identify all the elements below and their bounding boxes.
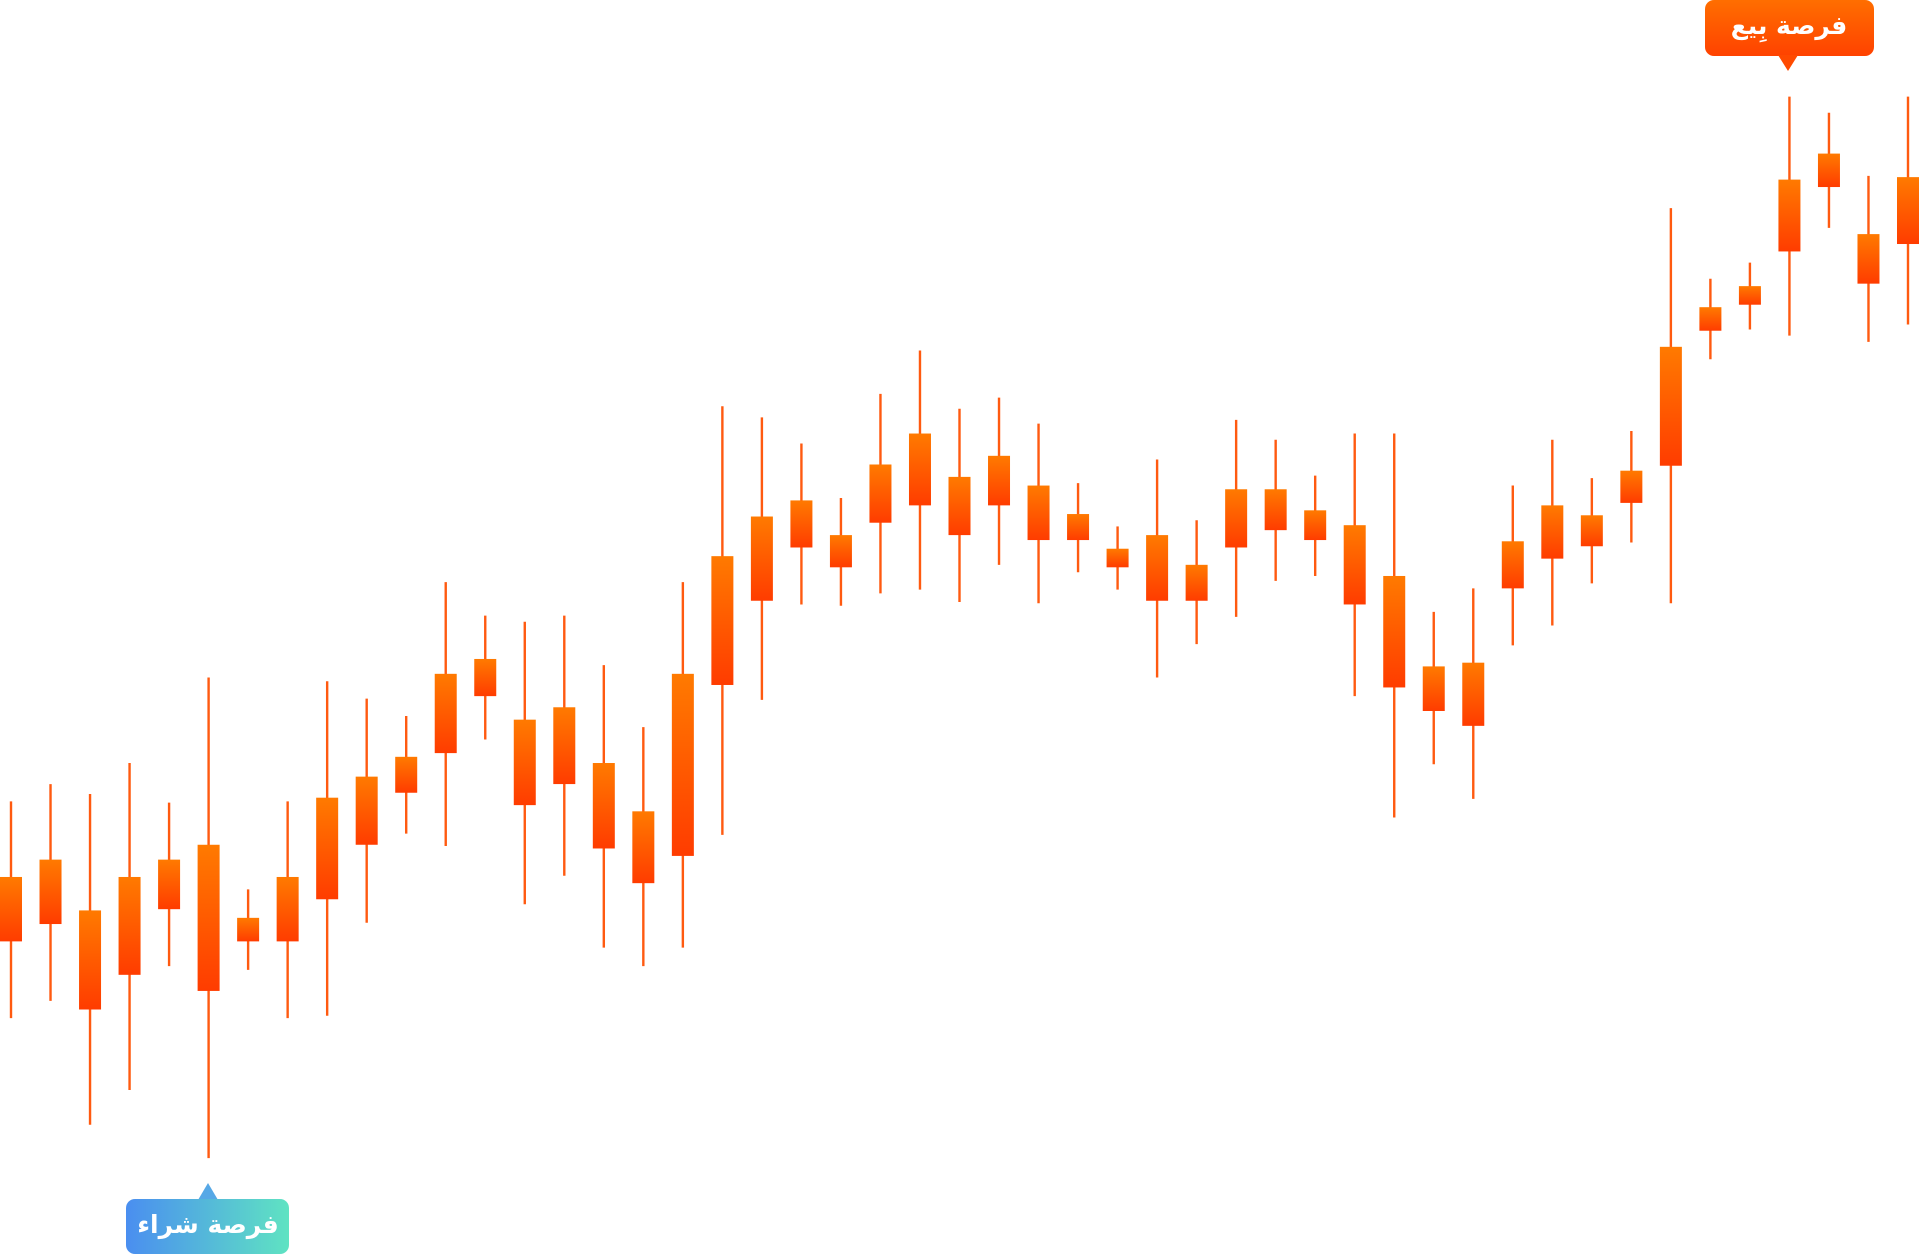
candle-body xyxy=(592,763,615,849)
candle-body xyxy=(1778,179,1801,252)
candle-body xyxy=(1738,286,1761,305)
candle-body xyxy=(513,719,536,806)
candle-body xyxy=(948,476,971,536)
candle-body xyxy=(750,516,773,601)
buy-box xyxy=(126,1199,289,1254)
candle-body xyxy=(1501,541,1524,589)
candle-body xyxy=(237,917,260,942)
candle-body xyxy=(1225,489,1248,548)
candle-body xyxy=(79,910,102,1010)
sell-box xyxy=(1705,0,1874,56)
candle-body xyxy=(988,455,1011,506)
candle-body xyxy=(711,556,734,685)
candle-body xyxy=(434,673,457,754)
candle-body xyxy=(1580,515,1603,547)
candle-body xyxy=(1304,510,1327,541)
candle-body xyxy=(1027,485,1050,541)
candle-body xyxy=(1817,153,1840,188)
candle-body xyxy=(1264,489,1287,531)
candle-body xyxy=(1146,535,1169,601)
candle-body xyxy=(197,844,220,991)
candle-body xyxy=(829,535,852,568)
sell-pointer xyxy=(1778,55,1798,71)
candle-body xyxy=(790,500,813,548)
candle-body xyxy=(1067,514,1090,541)
candle-body xyxy=(474,658,497,697)
candle-body xyxy=(869,464,892,523)
candle-body xyxy=(395,756,418,793)
sell-label: فرصة بِيع xyxy=(1731,11,1848,43)
candle-body xyxy=(1659,346,1682,466)
candle-body xyxy=(671,673,694,856)
candles xyxy=(0,96,1919,1159)
candle-body xyxy=(316,797,339,900)
buy-pointer xyxy=(198,1183,218,1200)
candle-body xyxy=(1620,470,1643,503)
candle-body xyxy=(1383,575,1406,688)
candle-body xyxy=(1897,177,1919,245)
candle-body xyxy=(1699,307,1722,331)
candle-body xyxy=(1343,525,1366,605)
candle-body xyxy=(1185,564,1208,601)
candle-body xyxy=(1857,234,1880,284)
candle-body xyxy=(1541,505,1564,559)
candle-body xyxy=(0,876,22,942)
candle-body xyxy=(158,859,181,910)
candle-body xyxy=(553,707,576,785)
candle-body xyxy=(118,876,141,975)
buy-label: فرصة شراء xyxy=(137,1210,278,1240)
candle-body xyxy=(1422,666,1445,711)
candle-body xyxy=(908,433,931,506)
buy-annotation: فرصة شراء xyxy=(126,1183,289,1254)
candle-body xyxy=(355,776,378,845)
candle-body xyxy=(276,876,299,942)
candle-body xyxy=(632,811,655,884)
candle-body xyxy=(1462,662,1485,726)
candle-body xyxy=(39,859,62,925)
candle-body xyxy=(1106,548,1129,568)
sell-annotation: فرصة بِيع xyxy=(1705,0,1874,71)
